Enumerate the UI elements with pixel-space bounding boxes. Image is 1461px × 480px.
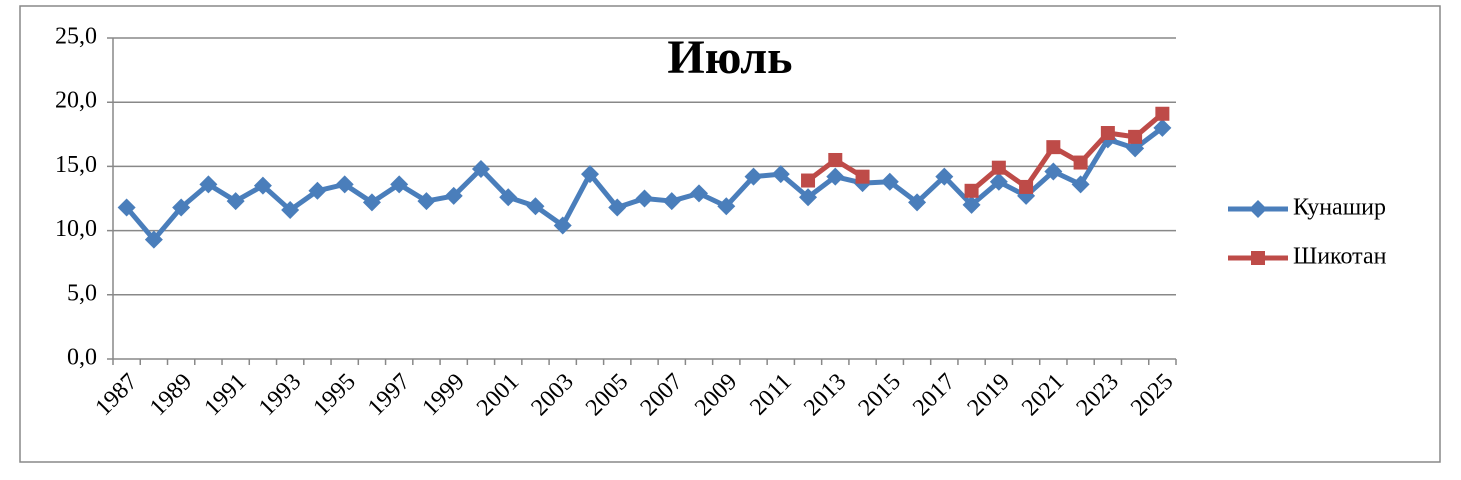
marker xyxy=(991,160,1006,175)
marker xyxy=(117,198,136,217)
marker xyxy=(989,172,1008,191)
marker xyxy=(880,172,899,191)
marker xyxy=(1126,139,1145,158)
marker xyxy=(1046,140,1061,155)
marker xyxy=(1153,118,1172,137)
marker xyxy=(471,159,490,178)
marker xyxy=(281,201,300,220)
marker xyxy=(662,192,681,211)
marker xyxy=(771,165,790,184)
marker xyxy=(962,195,981,214)
marker xyxy=(580,165,599,184)
marker xyxy=(744,167,763,186)
marker xyxy=(608,198,627,217)
marker xyxy=(144,230,163,249)
marker xyxy=(826,167,845,186)
marker xyxy=(390,175,409,194)
marker xyxy=(172,198,191,217)
y-tick-label: 10,0 xyxy=(55,216,97,242)
marker xyxy=(1155,106,1170,121)
marker xyxy=(444,186,463,205)
marker xyxy=(1128,129,1143,144)
y-tick-label: 15,0 xyxy=(55,152,97,178)
marker xyxy=(855,169,870,184)
chart-title: Июль xyxy=(667,31,792,84)
marker xyxy=(635,189,654,208)
marker xyxy=(1019,179,1034,194)
marker xyxy=(335,175,354,194)
legend-label: Шикотан xyxy=(1293,244,1387,270)
y-tick-label: 5,0 xyxy=(67,280,97,306)
marker xyxy=(226,192,245,211)
marker xyxy=(553,216,572,235)
marker xyxy=(417,192,436,211)
y-tick-label: 0,0 xyxy=(67,345,97,371)
legend-label: Кунашир xyxy=(1293,195,1386,221)
marker xyxy=(690,184,709,203)
chart-border xyxy=(19,5,1441,463)
marker xyxy=(1071,175,1090,194)
marker xyxy=(362,193,381,212)
marker xyxy=(1073,155,1088,170)
marker xyxy=(935,167,954,186)
marker xyxy=(717,197,736,216)
marker xyxy=(499,188,518,207)
marker xyxy=(1044,162,1063,181)
marker xyxy=(1100,126,1115,141)
marker xyxy=(199,175,218,194)
marker xyxy=(1251,251,1265,265)
marker xyxy=(801,173,816,188)
marker xyxy=(308,181,327,200)
marker xyxy=(964,183,979,198)
marker xyxy=(908,193,927,212)
y-tick-label: 25,0 xyxy=(55,24,97,50)
marker xyxy=(799,188,818,207)
marker xyxy=(828,152,843,167)
marker xyxy=(253,176,272,195)
marker xyxy=(1249,200,1267,218)
y-tick-label: 20,0 xyxy=(55,88,97,114)
marker xyxy=(526,197,545,216)
